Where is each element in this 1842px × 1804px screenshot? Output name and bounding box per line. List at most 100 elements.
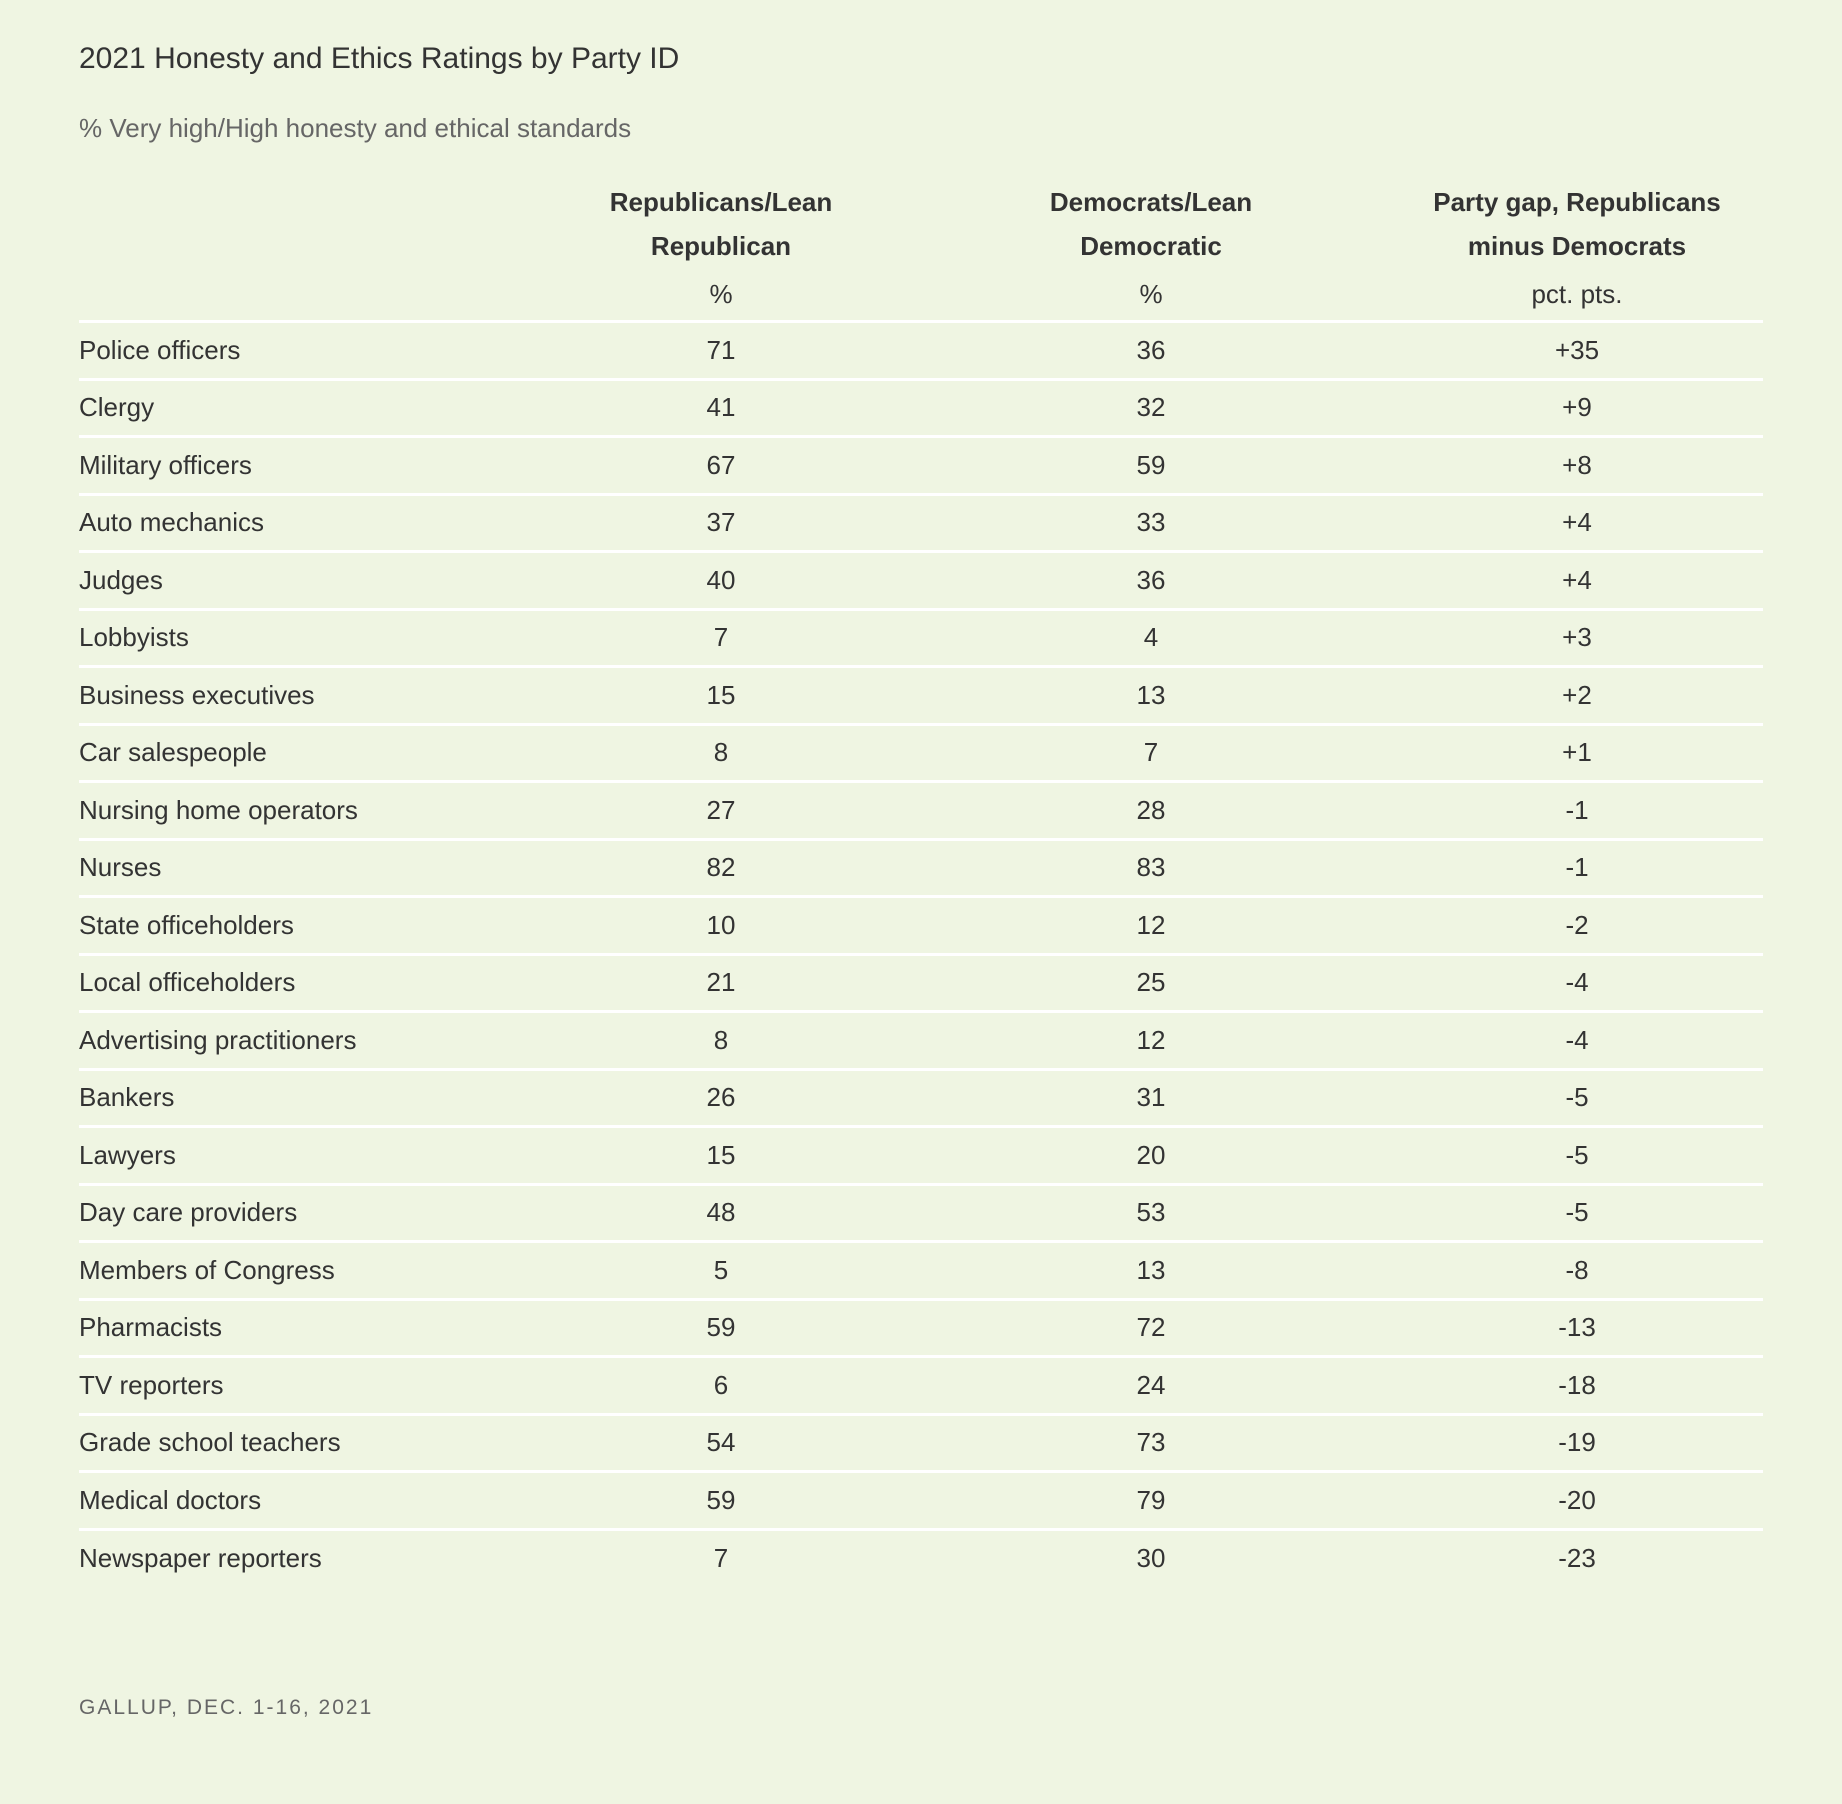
row-label-cell: Lawyers (79, 1139, 176, 1170)
row-label-cell: Auto mechanics (79, 507, 264, 538)
democrats-value-cell: 12 (1136, 1024, 1166, 1055)
table-row: Local officeholders 21 25 -4 (79, 954, 1763, 1012)
table-row: Lawyers 15 20 -5 (79, 1127, 1763, 1184)
party-gap-value-cell: -4 (1565, 1024, 1589, 1055)
table-row: Newspaper reporters 7 30 -23 (79, 1529, 1763, 1587)
table-row: State officeholders 10 12 -2 (79, 897, 1763, 954)
republicans-value-cell: 54 (706, 1427, 736, 1458)
row-label-cell: Bankers (79, 1082, 175, 1113)
row-label-cell: Nurses (79, 852, 162, 883)
republicans-value-cell: 7 (713, 1543, 729, 1573)
row-label-cell: Judges (79, 564, 163, 595)
republicans-value-cell: 82 (706, 852, 736, 883)
row-label-cell: Newspaper reporters (79, 1543, 322, 1573)
party-gap-value-cell: -8 (1565, 1254, 1589, 1285)
table-row: Auto mechanics 37 33 +4 (79, 494, 1763, 552)
democrats-value-cell: 13 (1136, 1254, 1166, 1285)
row-label-cell: Pharmacists (79, 1312, 223, 1343)
republicans-value-cell: 59 (706, 1484, 736, 1515)
democrats-value-cell: 36 (1136, 564, 1166, 595)
row-label-cell: State officeholders (79, 909, 294, 940)
republicans-value-cell: 27 (706, 794, 736, 825)
table-row: Pharmacists 59 72 -13 (79, 1299, 1763, 1357)
party-gap-value-cell: -5 (1565, 1197, 1589, 1228)
row-label-cell: Members of Congress (79, 1254, 335, 1285)
table-row: Nursing home operators 27 28 -1 (79, 782, 1763, 839)
table-row: Day care providers 48 53 -5 (79, 1184, 1763, 1242)
row-label-cell: Grade school teachers (79, 1427, 341, 1458)
column-unit-party-gap: pct. pts. (1531, 279, 1623, 309)
party-gap-value-cell: +4 (1562, 507, 1592, 538)
column-header-label (79, 180, 531, 268)
democrats-value-cell: 33 (1136, 507, 1166, 538)
column-unit-republicans: % (709, 279, 733, 309)
row-label-cell: Business executives (79, 679, 315, 710)
republicans-value-cell: 37 (706, 507, 736, 538)
party-gap-value-cell: -1 (1565, 794, 1589, 825)
row-label-cell: Nursing home operators (79, 794, 358, 825)
republicans-value-cell: 6 (713, 1369, 729, 1400)
column-header-line: Republicans/Lean (609, 187, 833, 217)
democrats-value-cell: 25 (1136, 967, 1166, 998)
row-label-cell: Police officers (79, 334, 241, 365)
republicans-value-cell: 40 (706, 564, 736, 595)
republicans-value-cell: 8 (713, 737, 729, 768)
table-row: Nurses 82 83 -1 (79, 839, 1763, 897)
table-row: Clergy 41 32 +9 (79, 379, 1763, 437)
column-header-line: Republican (650, 231, 792, 261)
column-header-line: Democratic (1080, 231, 1222, 261)
column-header-line: Party gap, Republicans (1433, 187, 1721, 217)
democrats-value-cell: 79 (1136, 1484, 1166, 1515)
table-row: Judges 40 36 +4 (79, 552, 1763, 609)
table-row: Bankers 26 31 -5 (79, 1069, 1763, 1127)
row-label-cell: Advertising practitioners (79, 1024, 357, 1055)
column-units-row: % % pct. pts. (79, 268, 1763, 322)
republicans-value-cell: 5 (713, 1254, 729, 1285)
republicans-value-cell: 15 (706, 1139, 736, 1170)
column-header-party-gap: Party gap, Republicans minus Democrats (1391, 180, 1763, 268)
democrats-value-cell: 59 (1136, 449, 1166, 480)
republicans-value-cell: 21 (706, 967, 736, 998)
republicans-value-cell: 41 (706, 392, 736, 423)
democrats-value-cell: 31 (1136, 1082, 1166, 1113)
republicans-value-cell: 10 (706, 909, 736, 940)
column-header-republicans: Republicans/Lean Republican (531, 180, 911, 268)
democrats-value-cell: 20 (1136, 1139, 1166, 1170)
republicans-value-cell: 59 (706, 1312, 736, 1343)
party-gap-value-cell: -2 (1565, 909, 1589, 940)
table-row: Military officers 67 59 +8 (79, 437, 1763, 494)
table-row: Business executives 15 13 +2 (79, 667, 1763, 724)
party-gap-value-cell: +4 (1562, 564, 1592, 595)
party-gap-value-cell: -23 (1558, 1543, 1596, 1573)
democrats-value-cell: 32 (1136, 392, 1166, 423)
table-row: Car salespeople 8 7 +1 (79, 724, 1763, 782)
party-gap-value-cell: +1 (1562, 737, 1592, 768)
column-unit-label (79, 268, 531, 322)
column-header-line: minus Democrats (1467, 231, 1687, 261)
row-label-cell: Medical doctors (79, 1484, 262, 1515)
party-gap-value-cell: -13 (1558, 1312, 1596, 1343)
row-label-cell: Clergy (79, 392, 155, 423)
row-label-cell: Military officers (79, 449, 252, 480)
republicans-value-cell: 71 (706, 334, 736, 365)
republicans-value-cell: 8 (713, 1024, 729, 1055)
democrats-value-cell: 73 (1136, 1427, 1166, 1458)
party-gap-value-cell: +9 (1562, 392, 1592, 423)
party-gap-value-cell: +35 (1554, 334, 1600, 365)
row-label-cell: Lobbyists (79, 622, 189, 653)
democrats-value-cell: 36 (1136, 334, 1166, 365)
party-gap-value-cell: -5 (1565, 1082, 1589, 1113)
party-gap-value-cell: +2 (1562, 679, 1592, 710)
republicans-value-cell: 67 (706, 449, 736, 480)
source-note: GALLUP, DEC. 1-16, 2021 (79, 1696, 374, 1719)
table-row: TV reporters 6 24 -18 (79, 1357, 1763, 1414)
column-header-row: Republicans/Lean Republican Democrats/Le… (79, 180, 1763, 268)
republicans-value-cell: 15 (706, 679, 736, 710)
republicans-value-cell: 48 (706, 1197, 736, 1228)
party-gap-value-cell: -18 (1558, 1369, 1596, 1400)
republicans-value-cell: 7 (713, 622, 729, 653)
table-row: Lobbyists 7 4 +3 (79, 609, 1763, 667)
party-gap-value-cell: -1 (1565, 852, 1589, 883)
chart-subtitle: % Very high/High honesty and ethical sta… (79, 113, 632, 143)
ratings-table: Republicans/Lean Republican Democrats/Le… (79, 180, 1763, 1587)
